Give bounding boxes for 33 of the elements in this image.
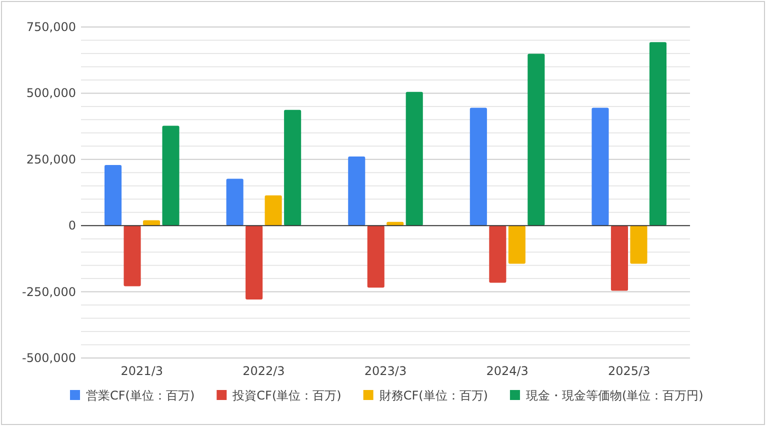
bar xyxy=(610,226,628,291)
bar xyxy=(508,226,526,264)
bar xyxy=(104,164,122,226)
bar xyxy=(264,195,282,226)
x-tick-label: 2022/3 xyxy=(242,364,285,378)
bar xyxy=(489,226,506,283)
legend-label: 投資CF(単位：百万) xyxy=(232,388,342,402)
bar xyxy=(528,54,545,226)
y-tick-label: 500,000 xyxy=(26,86,76,100)
bar xyxy=(246,226,263,300)
bar xyxy=(470,108,487,226)
y-tick-label: -250,000 xyxy=(22,284,76,299)
y-tick-label: -500,000 xyxy=(22,351,76,365)
bar xyxy=(124,226,141,286)
legend-label: 財務CF(単位：百万) xyxy=(379,388,488,402)
y-tick-label: 750,000 xyxy=(26,20,76,34)
bar xyxy=(367,226,384,288)
bar xyxy=(406,92,423,226)
x-tick-label: 2024/3 xyxy=(486,364,528,378)
bar xyxy=(630,226,648,264)
bar xyxy=(226,178,244,226)
legend-label: 営業CF(単位：百万) xyxy=(86,388,195,402)
bar xyxy=(162,126,180,226)
x-tick-label: 2023/3 xyxy=(364,364,407,378)
bar xyxy=(649,42,666,226)
x-tick-label: 2025/3 xyxy=(608,364,650,378)
bar xyxy=(284,110,302,226)
legend-label: 現金・現金等価物(単位：百万円) xyxy=(526,388,704,402)
y-tick-label: 250,000 xyxy=(26,152,76,166)
y-tick-label: 0 xyxy=(68,218,76,233)
bar xyxy=(592,108,609,226)
x-tick-label: 2021/3 xyxy=(120,364,164,378)
bar xyxy=(348,156,366,226)
